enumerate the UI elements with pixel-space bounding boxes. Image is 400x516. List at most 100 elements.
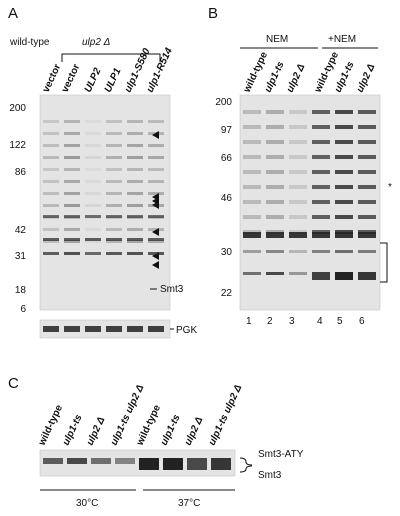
panel-label: C (8, 375, 19, 392)
band (243, 272, 261, 275)
band (106, 132, 122, 135)
band (43, 215, 59, 218)
band (43, 204, 59, 207)
marker-label: 86 (15, 167, 27, 178)
lane-number: 4 (317, 316, 323, 327)
band (85, 144, 101, 147)
band (266, 232, 284, 238)
band (289, 250, 307, 253)
band (127, 156, 143, 159)
band (358, 140, 376, 144)
band (106, 326, 122, 332)
band (67, 458, 87, 464)
band (243, 140, 261, 144)
band (358, 200, 376, 204)
band (335, 125, 353, 129)
band (312, 155, 330, 159)
strain-label: wild-type (9, 37, 50, 48)
band (85, 326, 101, 332)
band (358, 125, 376, 129)
band (289, 232, 307, 238)
lane-label: ulp1-ts (159, 413, 183, 448)
band (187, 458, 207, 470)
band (127, 180, 143, 183)
band (43, 326, 59, 332)
marker-label: 200 (9, 103, 26, 114)
band (148, 144, 164, 147)
band (127, 168, 143, 171)
band (106, 215, 122, 218)
band (115, 458, 135, 464)
band (148, 120, 164, 123)
lane-number: 2 (267, 316, 273, 327)
band (335, 155, 353, 159)
band (335, 140, 353, 144)
band (43, 168, 59, 171)
band (64, 192, 80, 195)
band (312, 125, 330, 129)
strain-label: ulp2 Δ (82, 37, 111, 48)
marker-label: 22 (221, 288, 233, 299)
band (289, 155, 307, 159)
band (243, 185, 261, 189)
band (312, 110, 330, 114)
band (64, 120, 80, 123)
band (243, 200, 261, 204)
band (64, 238, 80, 241)
band (266, 250, 284, 253)
band (358, 155, 376, 159)
marker-label: 30 (221, 247, 233, 258)
band (289, 272, 307, 275)
band (85, 156, 101, 159)
band (127, 252, 143, 255)
band (106, 120, 122, 123)
lane-label: ulp2 Δ (85, 415, 108, 447)
bracket (61, 53, 161, 62)
band (289, 170, 307, 174)
star: * (388, 182, 392, 193)
band (358, 250, 376, 253)
band (106, 238, 122, 241)
band (43, 180, 59, 183)
band (266, 155, 284, 159)
lane-label: ulp2 Δ (355, 62, 378, 94)
lane-label: ulp2 Δ (285, 62, 308, 94)
marker-label: 42 (15, 225, 27, 236)
band (85, 120, 101, 123)
band (289, 110, 307, 114)
band (85, 168, 101, 171)
band (358, 110, 376, 114)
band (312, 185, 330, 189)
band (106, 252, 122, 255)
band (148, 192, 164, 195)
band (266, 200, 284, 204)
band (106, 156, 122, 159)
band (358, 185, 376, 189)
band (64, 228, 80, 231)
band (266, 140, 284, 144)
band (312, 200, 330, 204)
band (85, 204, 101, 207)
band (243, 170, 261, 174)
band (106, 144, 122, 147)
band (127, 326, 143, 332)
band (289, 125, 307, 129)
band (64, 132, 80, 135)
band (43, 228, 59, 231)
marker-label: 122 (9, 140, 26, 151)
band (106, 240, 122, 243)
blot (39, 94, 171, 311)
band (211, 458, 231, 470)
lane-number: 3 (289, 316, 295, 327)
band (64, 168, 80, 171)
band (85, 192, 101, 195)
lane-label: ulp1-ts (61, 413, 85, 448)
band (43, 144, 59, 147)
band (243, 232, 261, 238)
band (243, 110, 261, 114)
band (312, 272, 330, 280)
band (148, 132, 164, 135)
band (106, 192, 122, 195)
band (64, 180, 80, 183)
lane-label: ulp1-ts ulp2 Δ (207, 383, 245, 447)
